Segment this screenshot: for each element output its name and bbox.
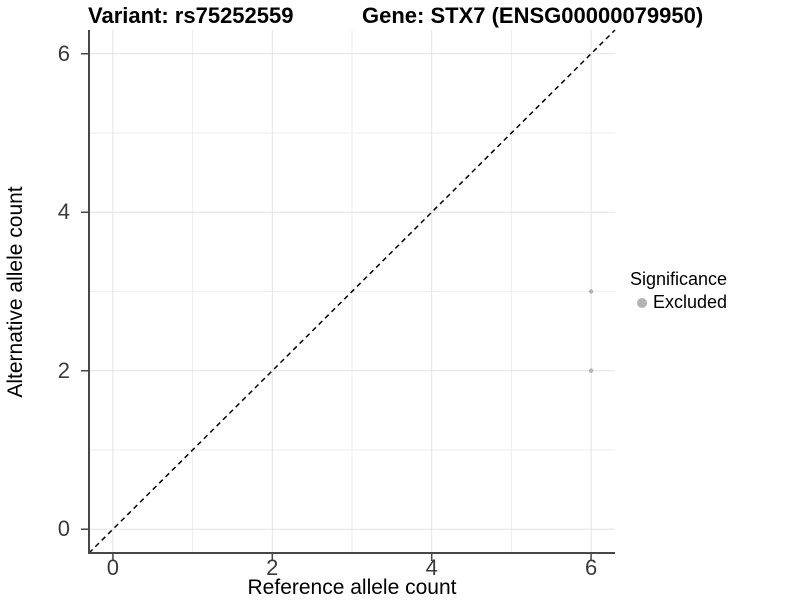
y-tick-label: 2: [57, 357, 70, 383]
y-tick-label: 0: [57, 516, 70, 542]
legend-item-excluded: Excluded: [630, 292, 727, 313]
x-tick-label: 4: [425, 555, 438, 580]
y-axis-title: Alternative allele count: [4, 186, 27, 398]
y-tick-label: 6: [57, 40, 70, 66]
legend-point-icon: [637, 297, 647, 308]
identity-line: [88, 29, 616, 554]
x-axis-title: Reference allele count: [247, 576, 457, 599]
legend: Significance Excluded: [630, 268, 727, 313]
x-tick-label: 2: [266, 555, 279, 580]
x-tick-label: 6: [584, 555, 598, 580]
x-tick-label: 0: [106, 555, 120, 580]
gene-title: Gene: STX7 (ENSG00000079950): [362, 3, 704, 28]
data-point: [588, 289, 594, 294]
y-tick-label: 4: [57, 199, 70, 225]
variant-title: Variant: rs75252559: [88, 3, 294, 28]
legend-title: Significance: [630, 269, 728, 289]
legend-item-label: Excluded: [653, 292, 728, 312]
data-point: [588, 368, 594, 373]
